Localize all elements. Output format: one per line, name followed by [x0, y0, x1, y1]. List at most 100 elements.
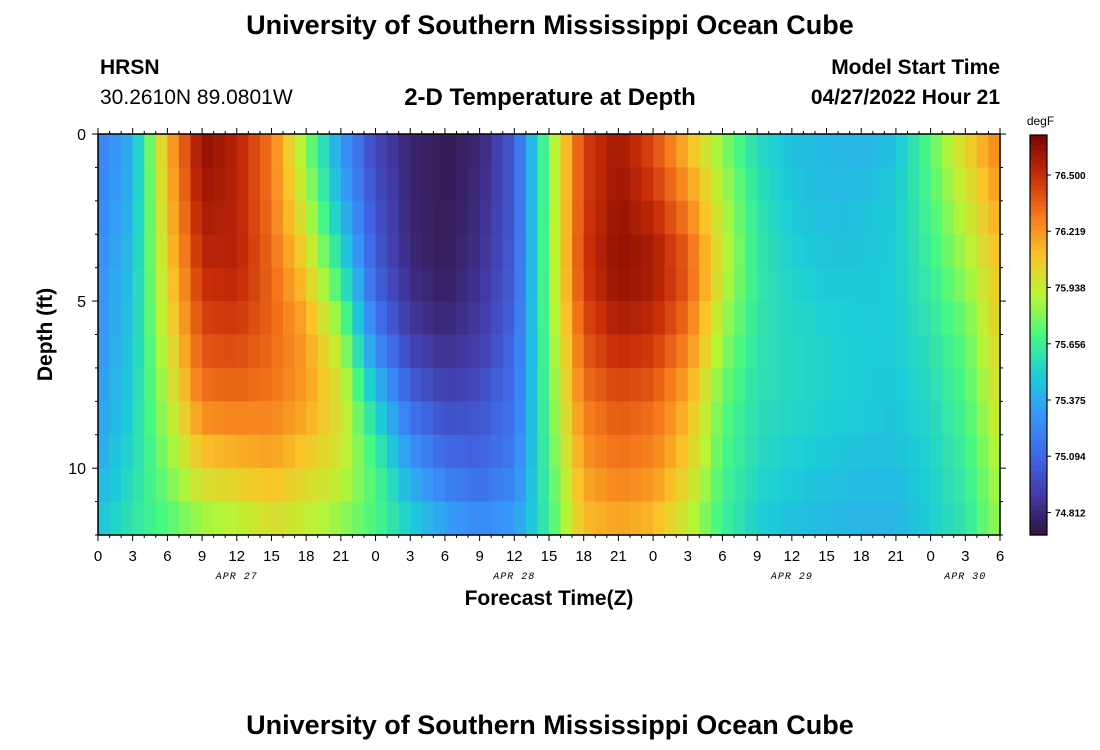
heatmap-cell	[444, 367, 458, 402]
heatmap-cell	[930, 334, 943, 369]
heatmap-cell	[421, 200, 434, 235]
axis-labels: 0 3 6 9 12 15 18 21 0 3 6 9 12 15 18 21 0 3 6 9 12 15 18 21 0 3 6A…	[34, 127, 1004, 610]
heatmap-cell	[745, 401, 758, 436]
heatmap-cell	[502, 301, 515, 336]
heatmap-cell	[329, 200, 342, 235]
heatmap-cell	[606, 434, 619, 469]
heatmap-cell	[479, 334, 492, 369]
heatmap-cell	[456, 167, 469, 202]
heatmap-cell	[271, 501, 284, 536]
heatmap-cell	[572, 167, 585, 202]
heatmap-cell	[838, 468, 851, 503]
heatmap-cell	[444, 200, 458, 235]
heatmap-cell	[352, 367, 365, 402]
heatmap-cell	[121, 434, 134, 469]
heatmap-cell	[583, 501, 596, 536]
colorbar-frame	[1029, 134, 1048, 536]
colorbar-tick-label: 75.656	[1055, 340, 1086, 351]
heatmap-cell	[387, 267, 400, 302]
heatmap-cell	[583, 267, 596, 302]
heatmap-cell	[965, 167, 978, 202]
heatmap-cell	[525, 401, 539, 436]
heatmap-cell	[109, 301, 122, 336]
colorbar-segment	[1030, 525, 1047, 531]
heatmap-cell	[826, 434, 839, 469]
heatmap-cell	[387, 434, 400, 469]
heatmap-cell	[98, 468, 111, 503]
heatmap-cell	[745, 434, 758, 469]
heatmap-cell	[468, 367, 481, 402]
heatmap-cell	[549, 301, 562, 336]
heatmap-cell	[583, 401, 596, 436]
heatmap-cell	[618, 234, 631, 269]
heatmap-cell	[583, 434, 596, 469]
heatmap-cell	[410, 468, 423, 503]
heatmap-cell	[745, 468, 758, 503]
heatmap-cell	[375, 367, 388, 402]
heatmap-cell	[352, 434, 365, 469]
heatmap-cell	[664, 367, 677, 402]
heatmap-cell	[363, 234, 377, 269]
heatmap-cell	[109, 468, 122, 503]
colorbar-segment	[1030, 385, 1047, 391]
heatmap-cell	[814, 200, 828, 235]
heatmap-cell	[294, 200, 307, 235]
colorbar-segment	[1030, 315, 1047, 321]
colorbar-segment	[1030, 290, 1047, 296]
heatmap-cell	[121, 167, 134, 202]
chart-subtitle: 2-D Temperature at Depth	[404, 84, 696, 111]
heatmap-cell	[734, 167, 747, 202]
heatmap-cell	[398, 301, 411, 336]
heatmap-cell	[502, 267, 515, 302]
heatmap-cell	[768, 367, 781, 402]
colorbar-segment	[1030, 215, 1047, 221]
heatmap-cell	[387, 401, 400, 436]
heatmap-cell	[271, 468, 284, 503]
heatmap-cell	[167, 234, 180, 269]
heatmap-cell	[502, 501, 515, 536]
heatmap-cell	[433, 468, 446, 503]
heatmap-cell	[849, 434, 862, 469]
heatmap-cell	[629, 367, 643, 402]
heatmap-cell	[167, 167, 180, 202]
x-tick-label: 21	[333, 548, 350, 565]
heatmap-cell	[514, 200, 527, 235]
heatmap-cell	[514, 301, 527, 336]
heatmap-cell	[178, 434, 192, 469]
heatmap-cell	[699, 434, 712, 469]
heatmap-cell	[444, 167, 458, 202]
heatmap-cell	[745, 501, 758, 536]
heatmap-cell	[572, 200, 585, 235]
heatmap-cell	[283, 501, 296, 536]
heatmap-cell	[155, 200, 168, 235]
heatmap-cell	[468, 301, 481, 336]
heatmap-cell	[213, 367, 226, 402]
heatmap-cell	[283, 167, 296, 202]
main-title: University of Southern Mississippi Ocean…	[246, 10, 854, 40]
heatmap-cell	[306, 301, 319, 336]
heatmap-cell	[202, 401, 215, 436]
heatmap-cell	[132, 267, 145, 302]
heatmap-cell	[618, 468, 631, 503]
heatmap-cell	[653, 367, 666, 402]
heatmap-cell	[363, 401, 377, 436]
heatmap-cell	[884, 334, 897, 369]
colorbar-segment	[1030, 205, 1047, 211]
heatmap-cell	[734, 234, 747, 269]
heatmap-cell	[641, 401, 654, 436]
heatmap-cell	[884, 200, 897, 235]
heatmap-cell	[606, 200, 619, 235]
colorbar-segment	[1030, 495, 1047, 501]
heatmap-cell	[895, 434, 909, 469]
heatmap-cell	[132, 234, 145, 269]
heatmap-cell	[444, 434, 458, 469]
heatmap-cell	[722, 267, 735, 302]
heatmap-cell	[930, 434, 943, 469]
heatmap-cell	[814, 434, 828, 469]
heatmap-cell	[907, 134, 920, 169]
x-tick-label: 18	[853, 548, 870, 565]
heatmap-cell	[190, 401, 203, 436]
heatmap-cell	[421, 367, 434, 402]
heatmap-cell	[699, 367, 712, 402]
heatmap-cell	[132, 167, 145, 202]
